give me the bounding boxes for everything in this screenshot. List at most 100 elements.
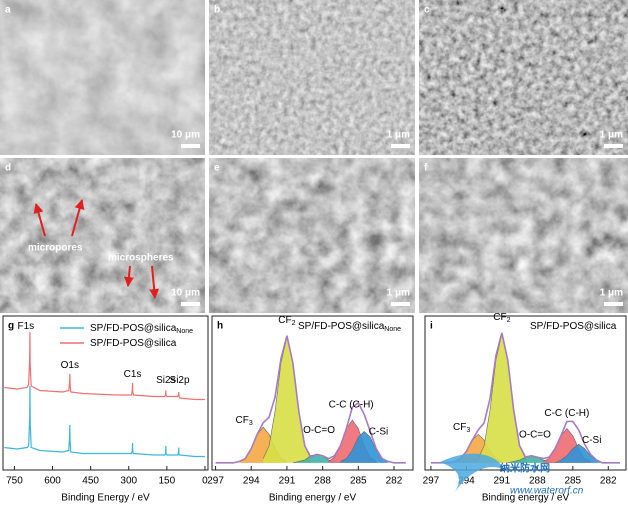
x-tick-label: 282 bbox=[386, 476, 403, 487]
component-fill bbox=[340, 431, 389, 463]
x-tick-label: 291 bbox=[494, 476, 511, 487]
panel-letter: a bbox=[5, 5, 11, 16]
peak-label: C-Si bbox=[582, 435, 601, 446]
plot-frame bbox=[424, 315, 627, 471]
component-fill bbox=[292, 454, 341, 463]
peak-label: C-Si bbox=[369, 426, 388, 437]
x-tick-label: 450 bbox=[82, 476, 99, 487]
peak-label: O-C=O bbox=[303, 425, 335, 436]
scale-bar bbox=[391, 302, 410, 306]
peak-label-part: C-C (C-H) bbox=[329, 399, 374, 410]
scale-bar bbox=[604, 144, 623, 148]
arrow bbox=[123, 265, 134, 287]
arrow bbox=[33, 203, 46, 237]
envelope-line bbox=[215, 335, 406, 464]
legend-label: SP/FD-POS@silicaNone bbox=[90, 323, 193, 335]
plot-frame bbox=[211, 315, 414, 471]
peak-label-part: Si2p bbox=[170, 375, 190, 386]
scale-bar bbox=[391, 144, 410, 148]
sem-image bbox=[209, 0, 415, 155]
scale-bar bbox=[604, 302, 623, 306]
chart-title-part: SP/FD-POS@silica bbox=[530, 321, 617, 332]
peak-label: O1s bbox=[61, 360, 79, 371]
x-tick-label: 288 bbox=[529, 476, 546, 487]
panel-letter: b bbox=[214, 5, 220, 16]
chart-title-part: SP/FD-POS@silica bbox=[298, 321, 385, 332]
peak-label-part: O-C=O bbox=[303, 425, 335, 436]
peak-label-part: Si2s bbox=[156, 375, 175, 386]
scale-bar bbox=[181, 302, 200, 306]
peak-label: CF3 bbox=[235, 415, 252, 427]
peak-label: Si2p bbox=[170, 375, 190, 386]
x-tick-label: 294 bbox=[458, 476, 475, 487]
panel-letter: c bbox=[424, 5, 430, 16]
peak-label-subscript: 2 bbox=[292, 320, 296, 327]
x-tick-label: 300 bbox=[120, 476, 137, 487]
peak-label: C-C (C-H) bbox=[329, 399, 374, 410]
x-tick-label: 291 bbox=[279, 476, 296, 487]
panel-letter: d bbox=[5, 163, 11, 174]
peak-label: Si2s bbox=[156, 375, 175, 386]
arrow bbox=[149, 265, 160, 299]
panel-letter: e bbox=[214, 163, 220, 174]
x-axis-label: Binding energy / eV bbox=[269, 493, 357, 504]
component-fill bbox=[478, 334, 526, 463]
peak-label-subscript: 2 bbox=[507, 317, 511, 324]
panel-letter: i bbox=[430, 321, 433, 332]
panel-letter: f bbox=[424, 163, 428, 174]
peak-label-part: C-Si bbox=[582, 435, 601, 446]
scale-bar-label: 1 μm bbox=[600, 130, 623, 141]
x-axis-label: Binding Energy / eV bbox=[61, 493, 150, 504]
peak-label: O-C=O bbox=[519, 429, 551, 440]
sem-image bbox=[419, 0, 628, 155]
peak-label-part: CF bbox=[493, 312, 506, 323]
watermark-text: 纳米防水网 bbox=[500, 462, 550, 475]
sem-image bbox=[0, 0, 205, 155]
peak-label: C-C (C-H) bbox=[544, 407, 589, 418]
x-tick-label: 288 bbox=[314, 476, 331, 487]
peak-label: C1s bbox=[124, 369, 142, 380]
watermark-url: www.waterorf.cn bbox=[510, 486, 584, 497]
peak-label-part: CF bbox=[453, 422, 466, 433]
peak-label-part: C1s bbox=[124, 369, 142, 380]
component-fill bbox=[263, 337, 311, 463]
x-tick-label: 150 bbox=[159, 476, 176, 487]
component-fill bbox=[555, 444, 603, 463]
peak-label-part: F1s bbox=[18, 321, 35, 332]
spectrum-line bbox=[4, 331, 205, 401]
legend-label: SP/FD-POS@silica bbox=[90, 338, 177, 349]
peak-label-part: C-Si bbox=[369, 426, 388, 437]
chart-title: SP/FD-POS@silica bbox=[530, 321, 617, 332]
legend-label-subscript: None bbox=[176, 328, 193, 335]
sem-image bbox=[0, 158, 205, 313]
x-tick-label: 285 bbox=[350, 476, 367, 487]
peak-label-part: O1s bbox=[61, 360, 79, 371]
peak-label: CF3 bbox=[453, 422, 470, 434]
x-tick-label: 750 bbox=[6, 476, 23, 487]
component-fill bbox=[507, 455, 556, 463]
annotation: micropores bbox=[28, 243, 83, 254]
arrow bbox=[71, 199, 85, 237]
sem-image bbox=[209, 158, 415, 313]
scale-bar-label: 1 μm bbox=[387, 288, 410, 299]
peak-label: CF2 bbox=[493, 312, 510, 324]
peak-label-part: C-C (C-H) bbox=[544, 407, 589, 418]
peak-label: F1s bbox=[18, 321, 35, 332]
x-tick-label: 297 bbox=[207, 476, 224, 487]
panel-letter: h bbox=[217, 321, 223, 332]
watermark-logo bbox=[440, 453, 505, 492]
scale-bar-label: 10 μm bbox=[171, 288, 200, 299]
peak-label-subscript: 3 bbox=[466, 427, 470, 434]
plot-frame bbox=[2, 315, 209, 471]
x-tick-label: 600 bbox=[44, 476, 61, 487]
x-tick-label: 282 bbox=[600, 476, 617, 487]
x-axis-label: Binding energy / eV bbox=[482, 493, 570, 504]
legend-label-part: SP/FD-POS@silica bbox=[90, 338, 177, 349]
annotation: microspheres bbox=[108, 253, 174, 264]
scale-bar-label: 10 μm bbox=[171, 130, 200, 141]
x-tick-label: 0 bbox=[202, 476, 208, 487]
panel-letter: g bbox=[8, 321, 14, 332]
sem-image bbox=[419, 158, 628, 313]
